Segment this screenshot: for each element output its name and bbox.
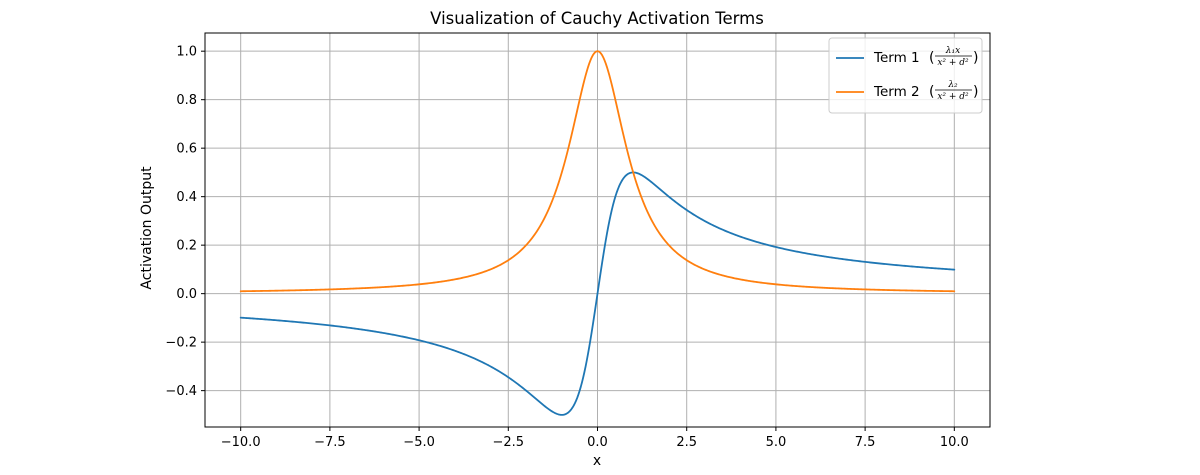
- legend-entry-term-2: Term 2 ( λ₂ x² + d² ): [836, 80, 978, 102]
- legend-close-paren-term-2: ): [973, 84, 978, 100]
- y-axis-ticks: −0.4 −0.2 0.0 0.2 0.4 0.6 0.8 1.0: [165, 45, 205, 399]
- y-tick-label: −0.2: [165, 336, 197, 351]
- x-tick-label: 5.0: [766, 435, 787, 450]
- y-tick-label: 0.6: [176, 142, 197, 157]
- x-tick-label: −2.5: [493, 435, 525, 450]
- legend-denominator-term-2: x² + d²: [937, 92, 969, 102]
- y-axis-label: Activation Output: [139, 166, 155, 290]
- x-tick-label: 7.5: [855, 435, 876, 450]
- x-axis-ticks: −10.0 −7.5 −5.0 −2.5 0.0 2.5 5.0 7.5 10.0: [221, 427, 969, 450]
- y-tick-label: 0.4: [176, 190, 197, 205]
- y-tick-label: −0.4: [165, 384, 197, 399]
- legend-numerator-term-2: λ₂: [947, 80, 958, 90]
- legend-box: [828, 37, 983, 114]
- x-axis-label: x: [593, 453, 601, 469]
- series-line-term-1: [239, 171, 956, 416]
- x-tick-label: 0.0: [587, 435, 608, 450]
- legend-label-term-1: Term 1: [873, 50, 920, 66]
- legend-label-term-2: Term 2: [873, 84, 920, 100]
- legend: Term 1 ( λ₁x x² + d² ) Term 2 ( λ₂ x² + …: [828, 37, 983, 114]
- y-tick-label: 0.2: [176, 239, 197, 254]
- legend-close-paren-term-1: ): [973, 50, 978, 66]
- series-line-term-2: [239, 50, 956, 293]
- x-tick-label: 2.5: [676, 435, 697, 450]
- series-lines: [239, 50, 956, 416]
- legend-numerator-term-1: λ₁x: [945, 46, 960, 56]
- legend-open-paren-term-1: (: [929, 50, 934, 66]
- y-tick-label: 0.0: [176, 287, 197, 302]
- x-tick-label: 10.0: [940, 435, 969, 450]
- x-tick-label: −5.0: [403, 435, 435, 450]
- y-tick-label: 0.8: [176, 93, 197, 108]
- x-tick-label: −7.5: [314, 435, 346, 450]
- legend-open-paren-term-2: (: [929, 84, 934, 100]
- y-tick-label: 1.0: [176, 45, 197, 60]
- chart-title: Visualization of Cauchy Activation Terms: [430, 9, 764, 28]
- legend-entry-term-1: Term 1 ( λ₁x x² + d² ): [836, 46, 978, 68]
- legend-denominator-term-1: x² + d²: [937, 58, 969, 68]
- x-tick-label: −10.0: [221, 435, 261, 450]
